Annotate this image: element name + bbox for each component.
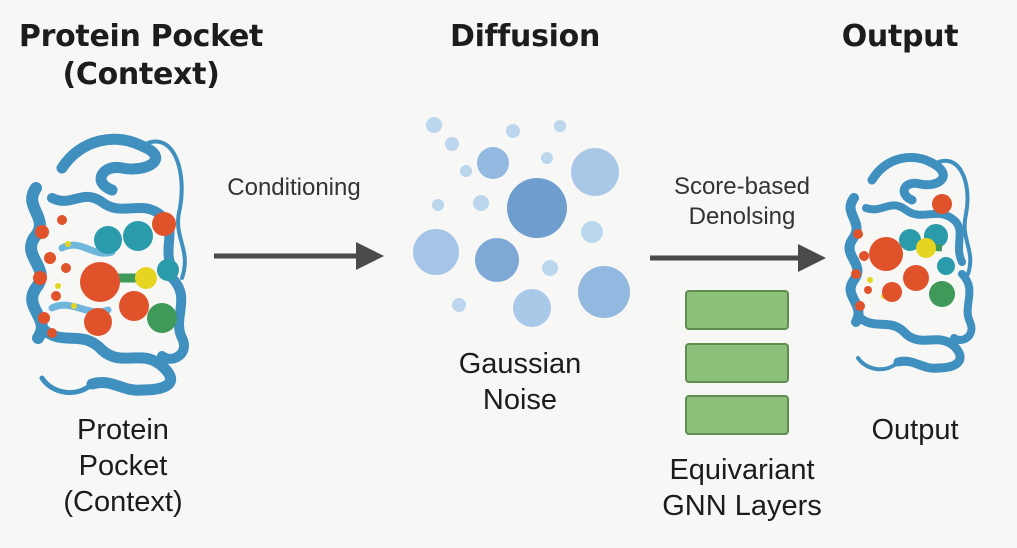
conditioning-label: Conditioning — [227, 174, 361, 201]
context-heading-line-2: (Context) — [62, 57, 220, 92]
gaussian-noise-caption: Gaussian Noise — [420, 346, 620, 418]
denoising-label-line-1: Score-based — [673, 173, 811, 200]
context-caption-line-3: (Context) — [63, 486, 183, 518]
context-caption: Protein Pocket (Context) — [30, 412, 216, 520]
context-caption-line-2: Pocket — [78, 450, 168, 482]
denoising-label: Score-based Denolsing — [644, 172, 840, 232]
gnn-layer-2 — [685, 343, 789, 383]
denoising-label-line-2: Denolsing — [688, 203, 796, 230]
gaussian-noise-cloud — [413, 117, 630, 327]
context-caption-line-1: Protein — [77, 414, 169, 446]
noise-caption-line-2: Noise — [482, 384, 558, 416]
protein-pocket-structure — [25, 133, 189, 396]
denoising-arrow — [650, 244, 826, 272]
context-heading: Protein Pocket (Context) — [10, 18, 272, 94]
gnn-layer-stack — [685, 290, 791, 440]
gnn-caption-line-1: Equivariant — [669, 454, 815, 486]
conditioning-arrow — [214, 242, 384, 270]
gnn-caption: Equivariant GNN Layers — [630, 452, 854, 524]
diffusion-heading: Diffusion — [449, 19, 601, 54]
gnn-layer-3 — [685, 395, 789, 435]
output-protein-structure — [844, 152, 976, 373]
gnn-layer-1 — [685, 290, 789, 330]
output-heading: Output — [841, 19, 959, 54]
gnn-caption-line-2: GNN Layers — [662, 490, 822, 522]
output-caption: Output — [871, 414, 959, 446]
context-heading-line-1: Protein Pocket — [18, 19, 264, 54]
noise-caption-line-1: Gaussian — [458, 348, 582, 380]
